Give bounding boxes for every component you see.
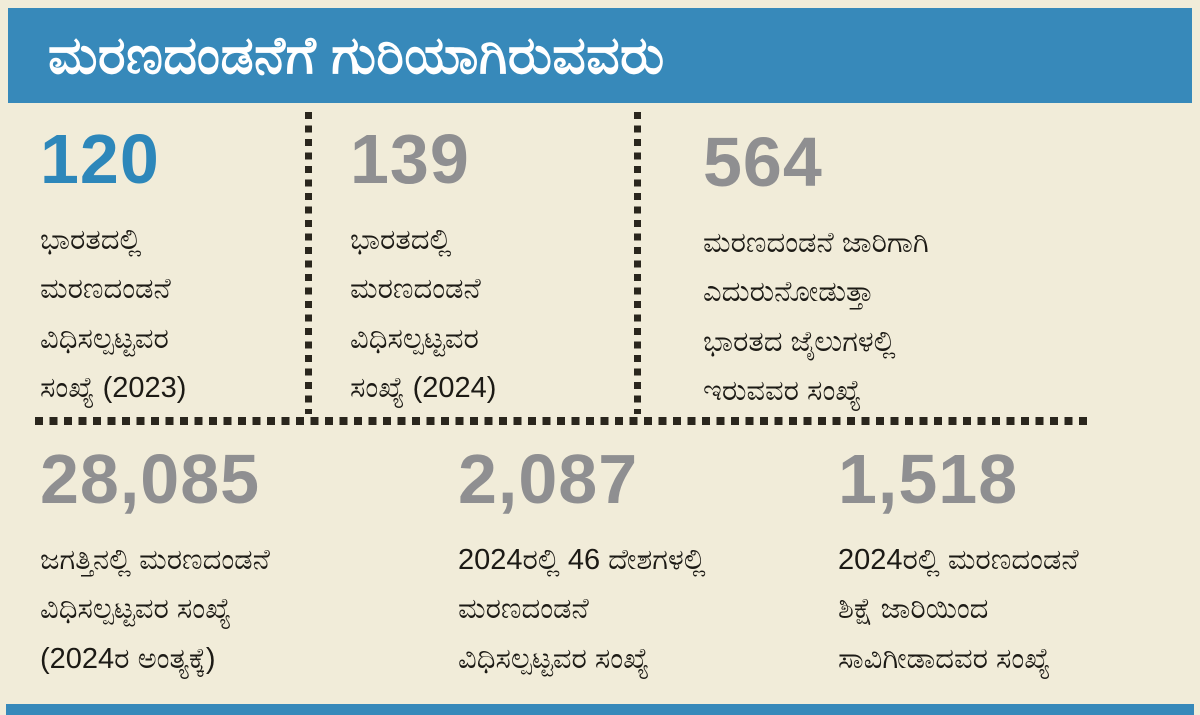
vertical-dotted-divider <box>634 112 641 414</box>
stat-sentenced-46-countries-2024: 2,087 2024ರಲ್ಲಿ 46 ದೇಶಗಳಲ್ಲಿ ಮರಣದಂಡನೆ ವಿ… <box>458 444 828 684</box>
stat-india-sentenced-2023: 120 ಭಾರತದಲ್ಲಿ ಮರಣದಂಡನೆ ವಿಧಿಸಲ್ಪಟ್ಟವರ ಸಂಖ… <box>40 124 298 413</box>
stat-value: 120 <box>40 120 160 198</box>
stat-executed-2024: 1,518 2024ರಲ್ಲಿ ಮರಣದಂಡನೆ ಶಿಕ್ಷೆ ಜಾರಿಯಿಂದ… <box>838 444 1198 684</box>
stat-india-sentenced-2024: 139 ಭಾರತದಲ್ಲಿ ಮರಣದಂಡನೆ ವಿಧಿಸಲ್ಪಟ್ಟವರ ಸಂಖ… <box>350 124 618 413</box>
vertical-dotted-divider <box>305 112 312 414</box>
stat-description: 2024ರಲ್ಲಿ ಮರಣದಂಡನೆ ಶಿಕ್ಷೆ ಜಾರಿಯಿಂದ ಸಾವಿಗ… <box>838 544 1079 675</box>
bottom-accent-bar <box>6 704 1194 715</box>
stat-world-sentenced: 28,085 ಜಗತ್ತಿನಲ್ಲಿ ಮರಣದಂಡನೆ ವಿಧಿಸಲ್ಪಟ್ಟವ… <box>40 444 440 684</box>
stat-value: 28,085 <box>40 440 261 518</box>
page-title: ಮರಣದಂಡನೆಗೆ ಗುರಿಯಾಗಿರುವವರು <box>48 26 665 85</box>
header-bar: ಮರಣದಂಡನೆಗೆ ಗುರಿಯಾಗಿರುವವರು <box>8 8 1192 103</box>
stat-value: 139 <box>350 120 470 198</box>
stat-description: ಜಗತ್ತಿನಲ್ಲಿ ಮರಣದಂಡನೆ ವಿಧಿಸಲ್ಪಟ್ಟವರ ಸಂಖ್ಯ… <box>40 544 270 675</box>
stat-description: ಭಾರತದಲ್ಲಿ ಮರಣದಂಡನೆ ವಿಧಿಸಲ್ಪಟ್ಟವರ ಸಂಖ್ಯೆ … <box>350 224 497 404</box>
stat-value: 564 <box>703 123 823 201</box>
stat-description: ಭಾರತದಲ್ಲಿ ಮರಣದಂಡನೆ ವಿಧಿಸಲ್ಪಟ್ಟವರ ಸಂಖ್ಯೆ … <box>40 224 187 404</box>
stat-india-awaiting-execution: 564 ಮರಣದಂಡನೆ ಜಾರಿಗಾಗಿ ಎದುರುನೋಡುತ್ತಾ ಭಾರತ… <box>703 127 1103 416</box>
stat-value: 1,518 <box>838 440 1019 518</box>
stat-description: ಮರಣದಂಡನೆ ಜಾರಿಗಾಗಿ ಎದುರುನೋಡುತ್ತಾ ಭಾರತದ ಜೈ… <box>703 227 929 407</box>
horizontal-dotted-divider <box>35 417 1093 425</box>
stat-description: 2024ರಲ್ಲಿ 46 ದೇಶಗಳಲ್ಲಿ ಮರಣದಂಡನೆ ವಿಧಿಸಲ್ಪ… <box>458 544 706 675</box>
stat-value: 2,087 <box>458 440 639 518</box>
